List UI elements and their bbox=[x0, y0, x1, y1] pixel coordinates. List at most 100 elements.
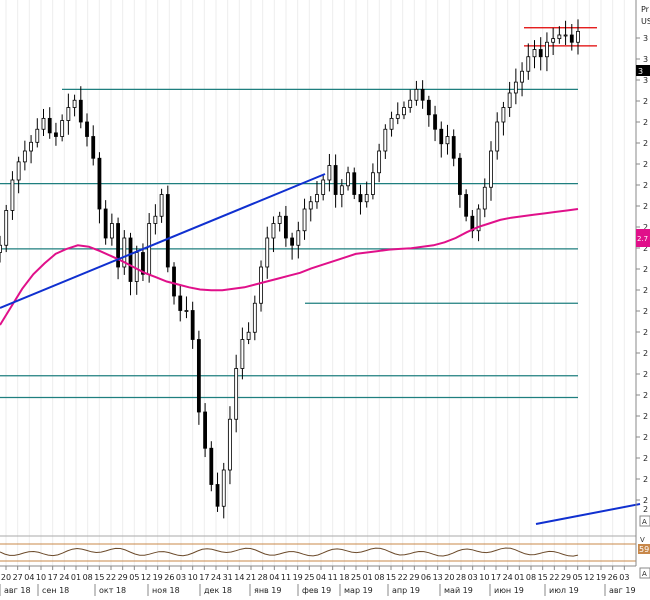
x-day-label: 05 bbox=[573, 573, 583, 582]
x-month-label: окт 18 bbox=[99, 586, 126, 595]
x-month-label: мар 19 bbox=[344, 586, 373, 595]
x-day-label: 10 bbox=[479, 573, 489, 582]
candle-body bbox=[495, 121, 500, 152]
candle-body bbox=[60, 120, 65, 137]
y-tick-label: 2 bbox=[643, 181, 648, 190]
candle-body bbox=[271, 223, 276, 239]
corner-box-bottom-label: A bbox=[642, 570, 647, 578]
x-month-label: ноя 18 bbox=[152, 586, 180, 595]
candle-body bbox=[327, 165, 332, 181]
candle-body bbox=[265, 237, 270, 268]
x-axis: 20 27 04 10 17 24 01 08 15 22 29 05 12 19 26 03 10 17 24 31… bbox=[0, 565, 636, 596]
y-tick-label: 2 bbox=[643, 202, 648, 211]
x-day-label: 04 bbox=[316, 573, 326, 582]
moving-average-line bbox=[0, 208, 579, 326]
candle-body bbox=[4, 210, 9, 246]
x-day-label: 19 bbox=[596, 573, 606, 582]
x-day-label: 17 bbox=[48, 573, 58, 582]
candle-body bbox=[35, 128, 40, 143]
y-tick-label: 2 bbox=[643, 391, 648, 400]
candle-body bbox=[339, 185, 344, 195]
candle-body bbox=[296, 230, 301, 246]
candle-body bbox=[358, 194, 363, 203]
candle-body bbox=[308, 201, 313, 210]
candle-body bbox=[458, 157, 462, 195]
candle-body bbox=[134, 252, 139, 282]
candle-body bbox=[545, 41, 549, 58]
candle-body bbox=[333, 165, 338, 195]
x-day-label: 25 bbox=[351, 573, 361, 582]
candle-body bbox=[563, 34, 568, 37]
x-day-label: 26 bbox=[164, 573, 174, 582]
x-day-label: 22 bbox=[549, 573, 559, 582]
candle-body bbox=[371, 172, 375, 195]
x-day-label: 22 bbox=[106, 573, 116, 582]
y-tick-label: 2 bbox=[643, 244, 648, 253]
trendline-lower bbox=[535, 503, 641, 525]
x-month-label: авг 19 bbox=[609, 586, 636, 595]
candle-body bbox=[141, 252, 145, 275]
candle-body bbox=[476, 208, 481, 232]
candle-body bbox=[209, 447, 214, 485]
y-tick-label: 2 bbox=[643, 139, 648, 148]
candle-body bbox=[408, 99, 413, 108]
candle-body bbox=[234, 368, 239, 420]
x-day-label: 24 bbox=[59, 573, 69, 582]
candle-body bbox=[532, 49, 537, 58]
y-tick-label: 2 bbox=[643, 223, 648, 232]
x-day-label: 03 bbox=[468, 573, 478, 582]
corner-box-label: A bbox=[642, 518, 647, 526]
candle-body bbox=[66, 107, 71, 121]
candle-body bbox=[445, 136, 450, 145]
candle-body bbox=[538, 49, 543, 58]
y-tick-label: 2 bbox=[643, 433, 648, 442]
candle-body bbox=[383, 128, 388, 152]
candle-body bbox=[501, 107, 506, 123]
candle-body bbox=[520, 70, 524, 83]
x-day-label: 27 bbox=[13, 573, 23, 582]
x-day-label: 29 bbox=[118, 573, 128, 582]
candle-body bbox=[78, 99, 83, 123]
oscillator-line bbox=[0, 547, 579, 557]
candle-body bbox=[85, 121, 89, 137]
candle-body bbox=[190, 310, 195, 340]
candle-body bbox=[240, 339, 245, 369]
candle-body bbox=[482, 186, 487, 210]
x-day-label: 26 bbox=[608, 573, 618, 582]
candle-body bbox=[433, 114, 437, 130]
candle-body bbox=[526, 56, 531, 72]
x-day-label: 03 bbox=[619, 573, 629, 582]
x-day-label: 21 bbox=[246, 573, 256, 582]
candle-body bbox=[252, 302, 257, 333]
x-day-label: 15 bbox=[538, 573, 548, 582]
y-tick-label: 3 bbox=[643, 76, 648, 85]
y-tick-label: 2 bbox=[643, 412, 648, 421]
x-day-label: 14 bbox=[234, 573, 244, 582]
y-tick-label: 3 bbox=[643, 55, 648, 64]
x-day-label: 20 bbox=[1, 573, 11, 582]
current-price-box bbox=[636, 65, 650, 76]
candle-body bbox=[147, 223, 152, 275]
candle-body bbox=[439, 128, 444, 145]
x-day-label: 19 bbox=[153, 573, 163, 582]
candle-body bbox=[109, 223, 114, 239]
candle-body bbox=[569, 34, 574, 43]
oscillator-label: V bbox=[640, 536, 645, 544]
y-tick-label: 2 bbox=[643, 496, 648, 505]
candle-body bbox=[22, 150, 27, 163]
main-plot bbox=[0, 19, 580, 519]
y-tick-label: 2 bbox=[643, 454, 648, 463]
candle-body bbox=[215, 484, 220, 507]
y-tick-label: 2 bbox=[643, 97, 648, 106]
x-day-label: 04 bbox=[24, 573, 34, 582]
x-day-label: 01 bbox=[363, 573, 373, 582]
y-tick-label: 2 bbox=[643, 475, 648, 484]
y-bottom-label: 2 bbox=[643, 505, 648, 514]
current-price-label: 3 bbox=[638, 67, 643, 76]
y-tick-label: 2 bbox=[643, 118, 648, 127]
candle-body bbox=[346, 172, 350, 187]
candle-body bbox=[464, 194, 469, 217]
y-tick-label: 2 bbox=[643, 307, 648, 316]
x-month-label: дек 18 bbox=[204, 586, 232, 595]
oscillator-value-box bbox=[638, 544, 650, 554]
